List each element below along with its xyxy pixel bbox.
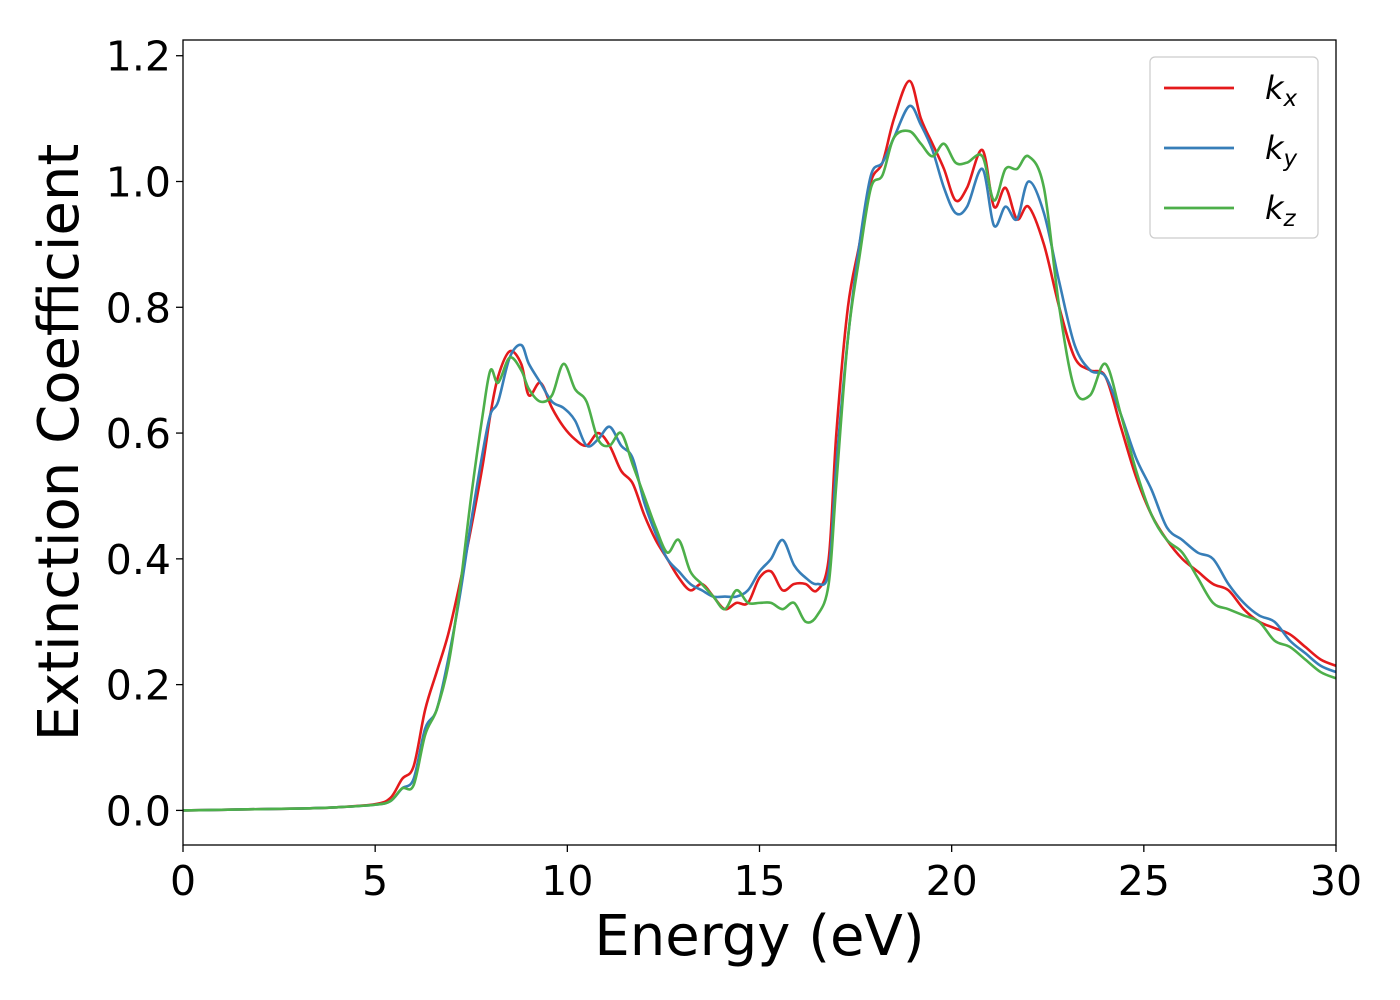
x-tick-label: 15	[733, 857, 785, 905]
x-tick-label: 10	[541, 857, 593, 905]
x-tick-label: 5	[362, 857, 388, 905]
x-tick-label: 20	[926, 857, 978, 905]
y-tick-label: 1.2	[106, 33, 171, 81]
y-tick-label: 0.4	[106, 536, 171, 584]
legend-item-kx: kx	[1164, 69, 1298, 112]
x-tick-label: 0	[170, 857, 196, 905]
legend: kx ky kz	[1149, 56, 1319, 239]
y-tick-label: 0.2	[106, 662, 171, 710]
x-axis-title: Energy (eV)	[594, 904, 924, 969]
legend-label: ky	[1265, 129, 1298, 172]
series-layer	[183, 79, 1336, 812]
y-tick-label: 1.0	[106, 159, 171, 207]
y-axis-title: Extinction Coefficient	[27, 144, 92, 742]
series-line-kz	[183, 129, 1336, 812]
x-tick-label: 30	[1310, 857, 1362, 905]
legend-label: kx	[1265, 69, 1298, 112]
y-axis: 0.0 0.2 0.4 0.6 0.8 1.0 1.2	[106, 33, 183, 835]
y-tick-label: 0.0	[106, 787, 171, 835]
legend-item-kz: kz	[1164, 189, 1297, 232]
x-axis: 0 5 10 15 20 25 30	[170, 845, 1362, 905]
y-tick-label: 0.8	[106, 284, 171, 332]
legend-item-ky: ky	[1164, 129, 1298, 172]
legend-label: kz	[1265, 189, 1297, 232]
series-line-kx	[183, 79, 1336, 812]
x-tick-label: 25	[1118, 857, 1170, 905]
y-tick-label: 0.6	[106, 410, 171, 458]
